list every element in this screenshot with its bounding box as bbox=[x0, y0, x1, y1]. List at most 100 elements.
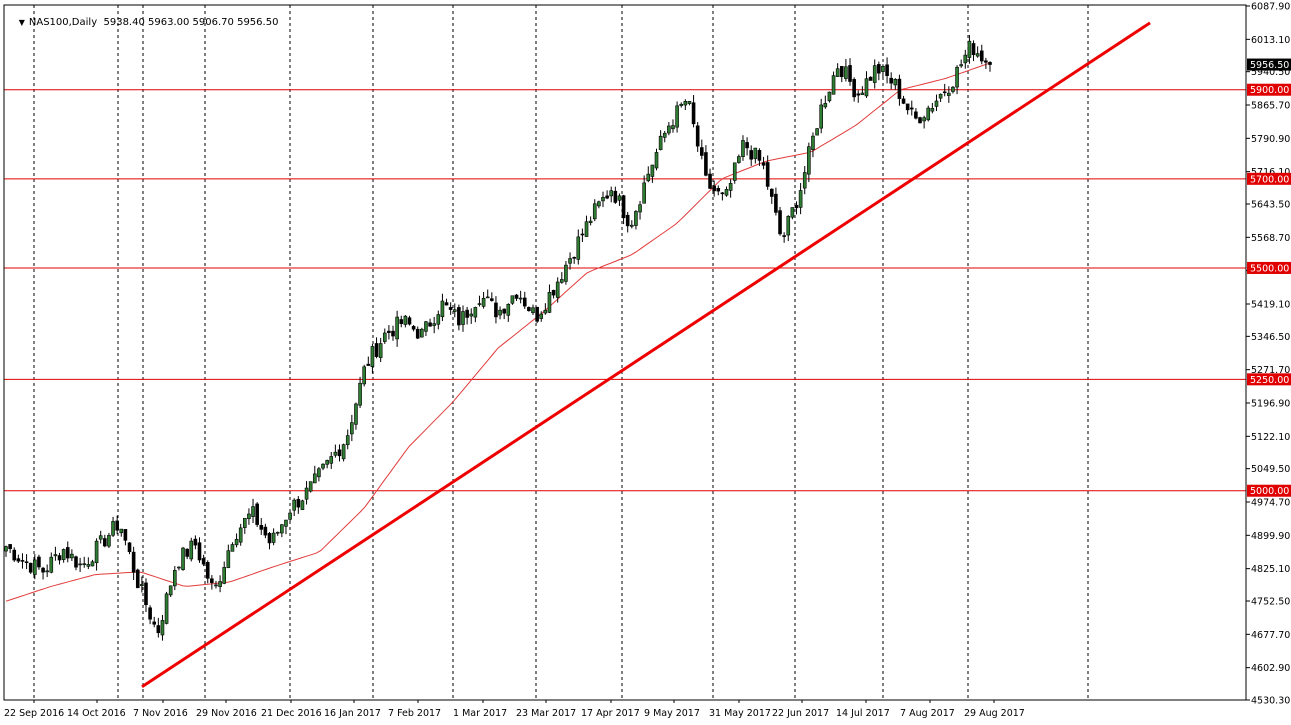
bull-candle bbox=[4, 546, 8, 552]
bull-candle bbox=[173, 570, 177, 587]
bull-candle bbox=[617, 195, 622, 201]
chart-header: ▼ NAS100,Daily 5938.40 5963.00 5906.70 59… bbox=[6, 6, 279, 39]
bull-candle bbox=[802, 172, 807, 189]
bull-candle bbox=[275, 531, 280, 534]
bull-candle bbox=[300, 500, 305, 510]
bear-candle bbox=[24, 561, 29, 564]
x-tick-label: 16 Jan 2017 bbox=[324, 708, 381, 719]
bull-candle bbox=[94, 540, 99, 564]
x-tick-label: 14 Oct 2016 bbox=[67, 708, 126, 719]
current-price-label: 5956.50 bbox=[1250, 60, 1289, 71]
bear-candle bbox=[914, 111, 918, 119]
bear-candle bbox=[885, 64, 889, 76]
bear-candle bbox=[769, 188, 774, 197]
bull-candle bbox=[333, 451, 338, 456]
bull-candle bbox=[753, 147, 758, 159]
bull-candle bbox=[811, 135, 815, 150]
bull-candle bbox=[473, 307, 478, 318]
bull-candle bbox=[737, 156, 741, 163]
bull-candle bbox=[687, 101, 692, 104]
bull-candle bbox=[403, 315, 408, 325]
bull-candle bbox=[271, 532, 276, 543]
bear-candle bbox=[428, 322, 432, 327]
bull-candle bbox=[893, 79, 898, 86]
bull-candle bbox=[485, 296, 490, 299]
x-tick-label: 7 Feb 2017 bbox=[388, 708, 441, 719]
bull-candle bbox=[609, 190, 614, 197]
bear-candle bbox=[621, 195, 626, 219]
bull-candle bbox=[650, 164, 655, 177]
bull-candle bbox=[934, 100, 939, 107]
bull-candle bbox=[78, 563, 82, 566]
bull-candle bbox=[955, 66, 959, 88]
y-tick-label: 4974.70 bbox=[1251, 497, 1290, 508]
bull-candle bbox=[667, 125, 671, 134]
bull-candle bbox=[230, 544, 235, 552]
y-tick-label: 4530.30 bbox=[1251, 696, 1290, 707]
bull-candle bbox=[160, 620, 165, 636]
bear-candle bbox=[135, 569, 140, 589]
bull-candle bbox=[82, 563, 87, 566]
bear-candle bbox=[411, 326, 416, 330]
bull-candle bbox=[461, 311, 465, 325]
bear-candle bbox=[535, 306, 539, 322]
ohlc-label: 5938.40 5963.00 5906.70 5956.50 bbox=[103, 17, 279, 28]
bear-candle bbox=[580, 233, 585, 236]
x-tick-label: 21 Dec 2016 bbox=[261, 708, 322, 719]
bear-candle bbox=[716, 187, 721, 192]
bull-candle bbox=[938, 93, 943, 99]
bull-candle bbox=[90, 561, 95, 567]
bear-candle bbox=[794, 204, 799, 209]
bull-candle bbox=[860, 92, 865, 95]
bull-candle bbox=[588, 220, 593, 223]
bear-candle bbox=[848, 65, 852, 82]
y-tick-label: 5940.50 bbox=[1251, 67, 1290, 78]
bull-candle bbox=[420, 328, 424, 338]
bear-candle bbox=[527, 307, 531, 312]
triangle-down-icon[interactable]: ▼ bbox=[18, 18, 25, 27]
level-price-box bbox=[1247, 373, 1291, 386]
bear-candle bbox=[255, 503, 259, 525]
bear-candle bbox=[774, 193, 778, 213]
bull-candle bbox=[424, 321, 428, 332]
bear-candle bbox=[868, 76, 873, 81]
bear-candle bbox=[765, 162, 770, 187]
level-price-box bbox=[1247, 484, 1291, 497]
bear-candle bbox=[20, 560, 25, 562]
bull-candle bbox=[284, 519, 288, 527]
bull-candle bbox=[951, 86, 955, 92]
moving-average-line bbox=[5, 62, 991, 602]
bull-candle bbox=[798, 190, 803, 208]
bear-candle bbox=[551, 289, 556, 296]
bull-candle bbox=[658, 135, 663, 150]
bull-candle bbox=[564, 264, 568, 282]
bear-candle bbox=[407, 317, 412, 325]
bull-candle bbox=[350, 422, 354, 435]
bear-candle bbox=[16, 558, 21, 562]
bull-candle bbox=[354, 403, 358, 425]
bull-candle bbox=[679, 103, 684, 106]
bear-candle bbox=[374, 343, 379, 357]
bull-candle bbox=[181, 547, 185, 570]
x-tick-label: 23 Mar 2017 bbox=[516, 708, 576, 719]
bull-candle bbox=[218, 581, 222, 587]
y-tick-label: 5568.70 bbox=[1251, 233, 1290, 244]
level-price-box bbox=[1247, 172, 1291, 185]
bear-candle bbox=[613, 190, 618, 203]
bull-candle bbox=[741, 140, 745, 157]
bull-candle bbox=[531, 307, 535, 314]
bear-candle bbox=[465, 309, 469, 318]
bull-candle bbox=[189, 540, 194, 560]
bull-candle bbox=[675, 105, 679, 128]
bear-candle bbox=[103, 538, 107, 547]
bear-candle bbox=[605, 195, 609, 199]
bull-candle bbox=[963, 54, 968, 64]
bull-candle bbox=[238, 527, 243, 543]
bear-candle bbox=[572, 257, 576, 259]
bear-candle bbox=[494, 302, 498, 318]
bull-candle bbox=[819, 104, 823, 129]
bull-candle bbox=[881, 65, 885, 72]
bear-candle bbox=[296, 498, 301, 508]
